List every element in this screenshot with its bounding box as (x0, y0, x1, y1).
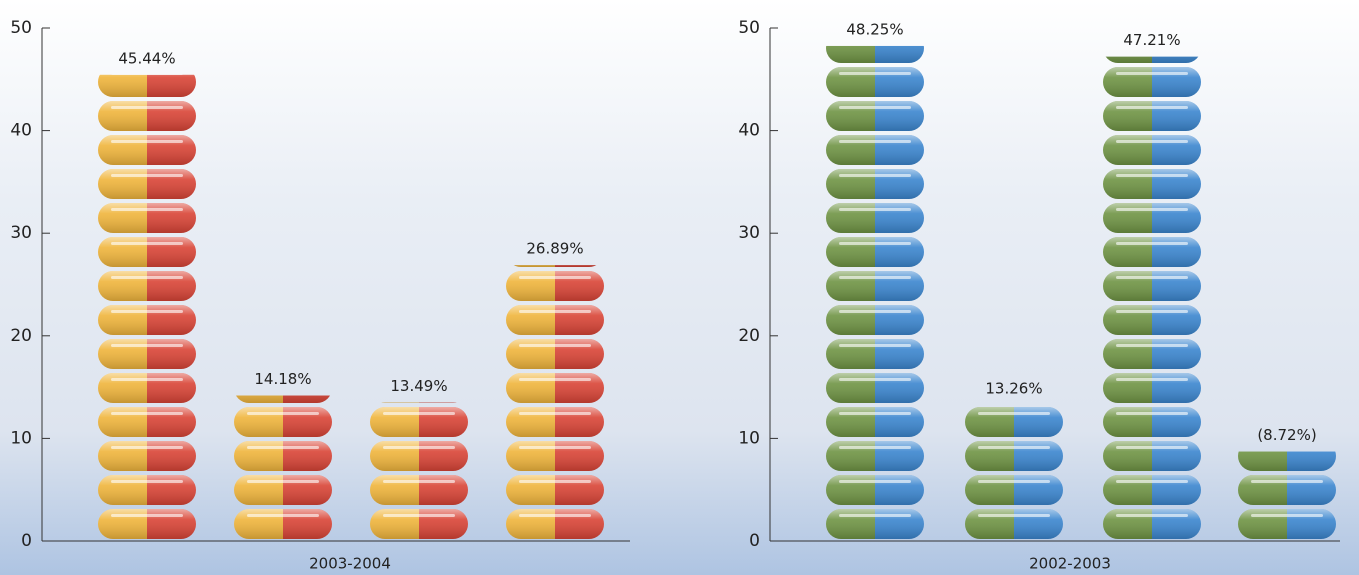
y-tick-label: 40 (10, 121, 32, 141)
y-tick-label: 50 (10, 18, 32, 38)
bar (1102, 56, 1202, 542)
y-tick-label: 30 (738, 223, 760, 243)
x-axis-label: 2002-2003 (1029, 555, 1111, 573)
y-tick-label: 20 (738, 326, 760, 346)
charts: 0 10 20 30 40 50 2003-2004 45.44% 14.18% 13.49% 26… (10, 18, 1340, 573)
x-axis-label: 2003-2004 (309, 555, 391, 573)
value-label: 14.18% (254, 370, 311, 388)
y-tick-label: 30 (10, 223, 32, 243)
bar (505, 265, 605, 541)
bar (233, 395, 333, 541)
value-label: 13.49% (390, 377, 447, 395)
value-label: 48.25% (846, 20, 903, 38)
y-tick-label: 20 (10, 326, 32, 346)
value-label: 47.21% (1123, 31, 1180, 49)
value-label: 13.26% (985, 379, 1042, 397)
bar (97, 74, 197, 542)
bar (1237, 451, 1337, 541)
y-tick-label: 10 (738, 428, 760, 448)
y-tick-label: 0 (749, 531, 760, 551)
y-tick-label: 50 (738, 18, 760, 38)
value-label: 45.44% (118, 49, 175, 67)
value-label: 26.89% (526, 240, 583, 258)
y-tick-label: 40 (738, 121, 760, 141)
bar (964, 404, 1064, 541)
y-tick-label: 0 (21, 531, 32, 551)
bar (825, 45, 925, 541)
bar (369, 402, 469, 541)
value-label: (8.72%) (1257, 426, 1316, 444)
y-tick-label: 10 (10, 428, 32, 448)
